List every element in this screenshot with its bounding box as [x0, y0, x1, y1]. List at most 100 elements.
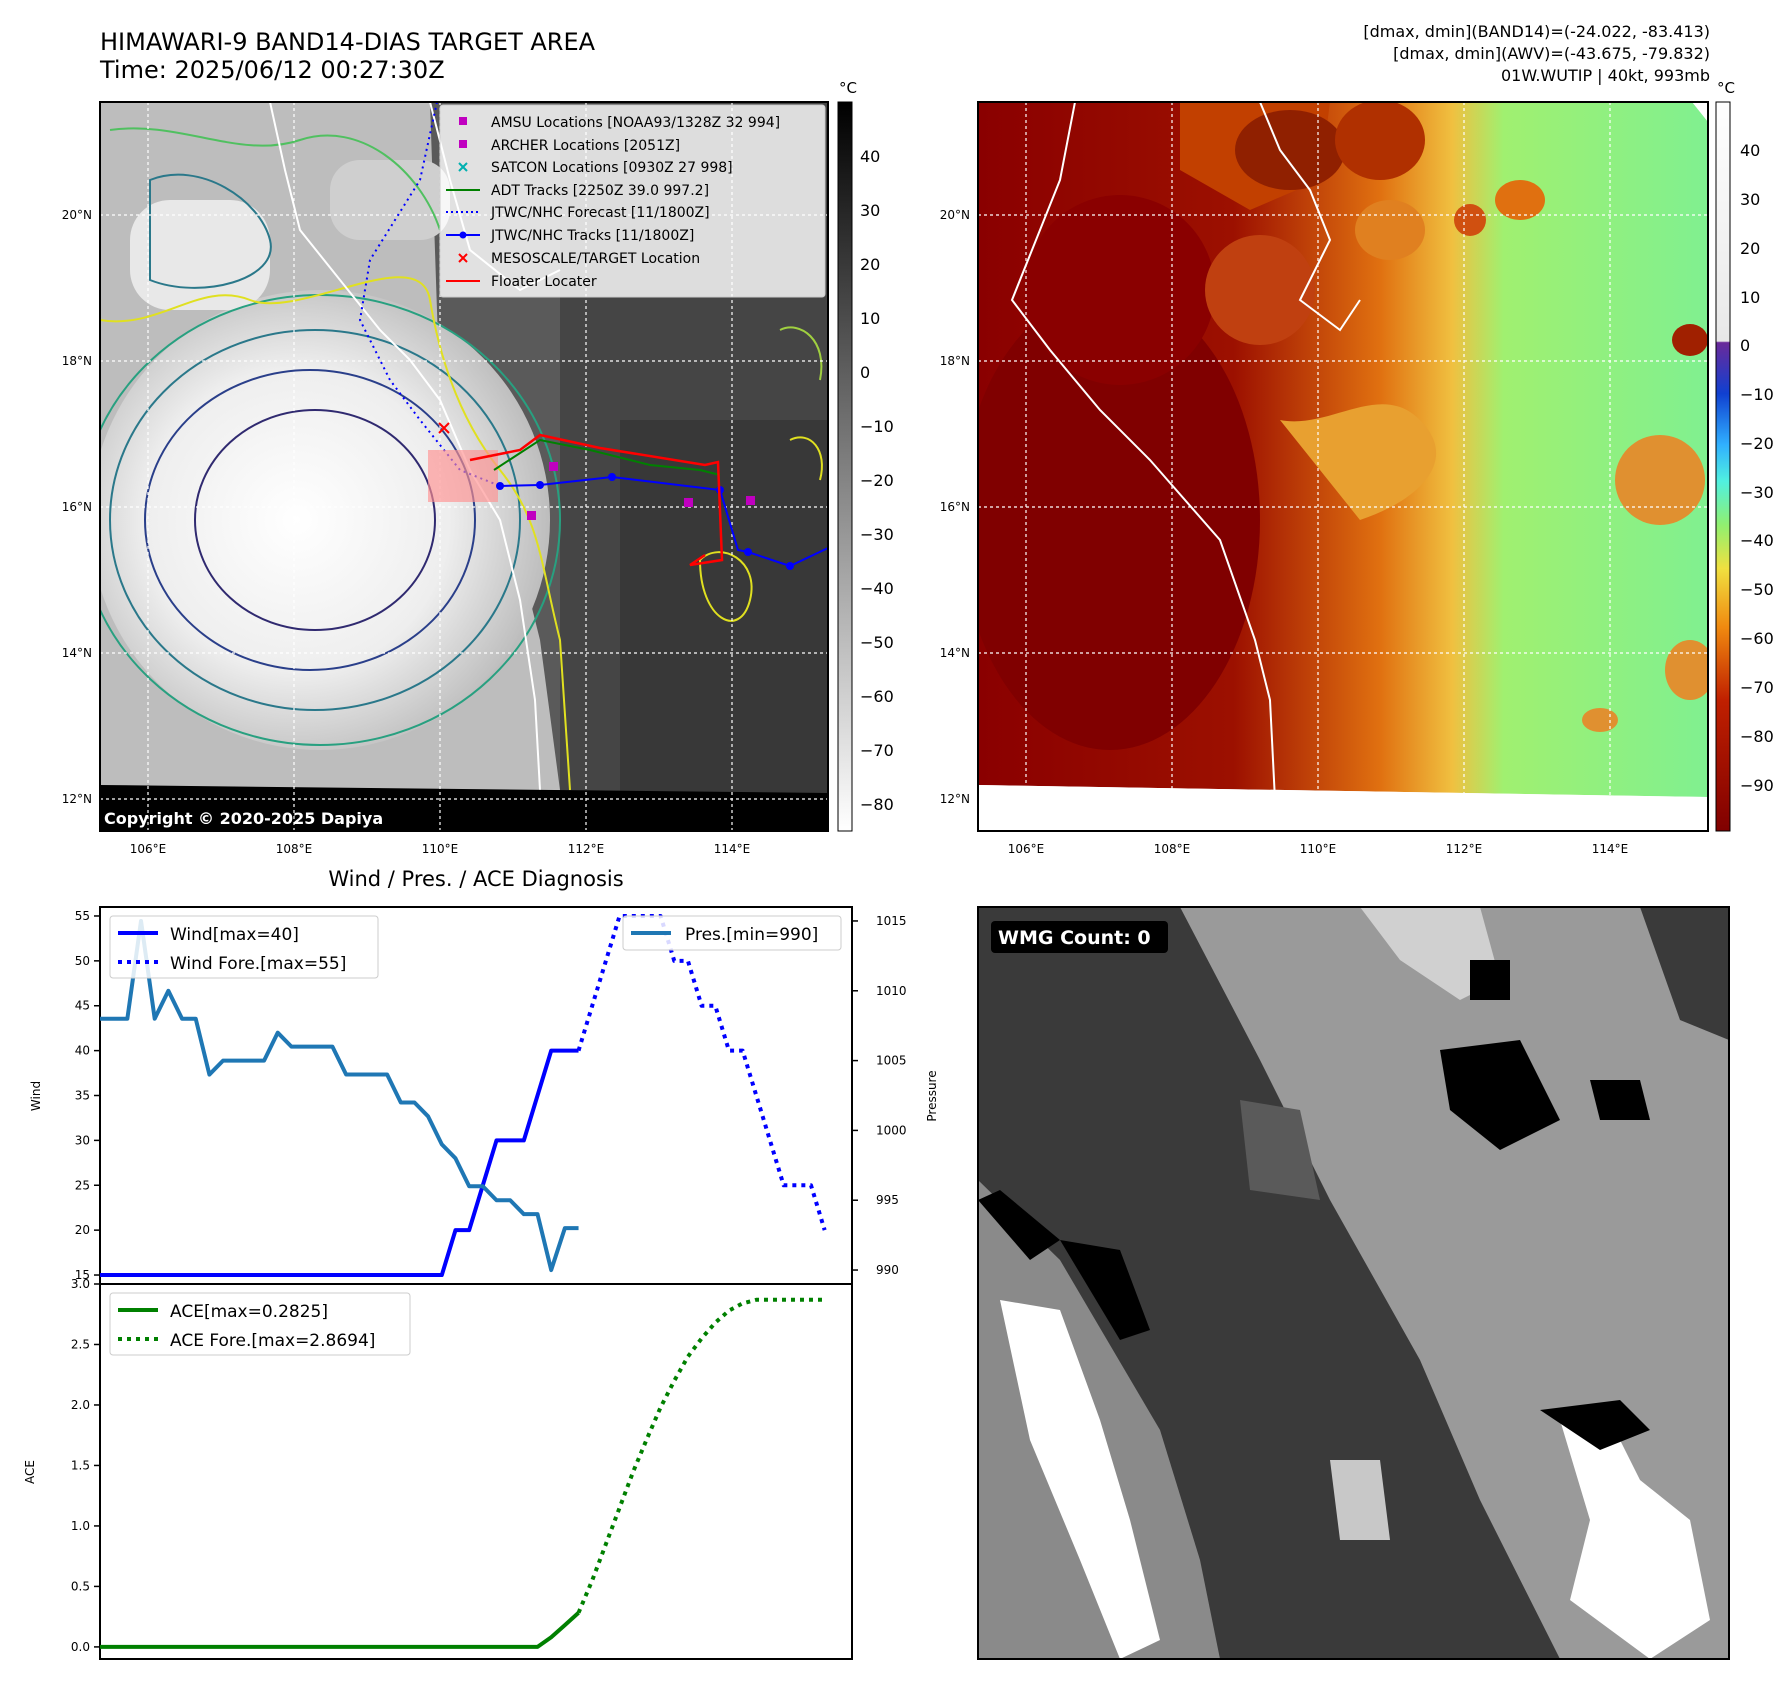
wind-tick-label: 15 — [75, 1268, 90, 1282]
legend-archer: ARCHER Locations [2051Z] — [491, 138, 680, 154]
pressure-line — [100, 918, 579, 1273]
wv-cb-tick: 30 — [1740, 190, 1760, 209]
legend-ace: ACE[max=0.2825] — [170, 1302, 328, 1322]
ir-cb-tick: 40 — [860, 147, 880, 166]
ir-cb-tick: 10 — [860, 309, 880, 328]
wv-cb-tick: 10 — [1740, 288, 1760, 307]
ir-lat-20: 20°N — [62, 208, 92, 222]
ir-map: Copyright © 2020-2025 Dapiya — [100, 102, 828, 831]
ir-lat-12: 12°N — [62, 792, 92, 806]
ace-chart: 0.0 0.5 1.0 1.5 2.0 2.5 3.0 ACE ACE[max=0.2825… — [23, 1277, 853, 1660]
diagnosis-title: Wind / Pres. / ACE Diagnosis — [328, 867, 623, 891]
info-band14: [dmax, dmin](BAND14)=(-24.022, -83.413) — [1363, 22, 1710, 41]
wind-tick-label: 50 — [75, 954, 90, 968]
wv-cb-tick: −80 — [1740, 727, 1774, 746]
wind-tick-label: 30 — [75, 1133, 90, 1147]
wv-lon-106: 106°E — [1008, 842, 1045, 856]
wind-tick-label: 35 — [75, 1089, 90, 1103]
ir-lon-108: 108°E — [276, 842, 313, 856]
wv-cb-tick: 0 — [1740, 336, 1750, 355]
wind-axis-label: Wind — [29, 1081, 43, 1111]
ace-tick-label: 1.0 — [71, 1519, 90, 1533]
pressure-axis-label: Pressure — [925, 1070, 939, 1121]
ir-cb-tick: −20 — [860, 471, 894, 490]
wv-lon-114: 114°E — [1592, 842, 1629, 856]
wind-line — [100, 1048, 579, 1278]
wv-cb-tick: −60 — [1740, 629, 1774, 648]
ir-lon-110: 110°E — [422, 842, 459, 856]
wv-cb-tick: −40 — [1740, 531, 1774, 550]
legend-jtwc-forecast: JTWC/NHC Forecast [11/1800Z] — [490, 205, 710, 221]
ir-colorbar: °C 40 30 20 10 0 −10 −20 −30 −40 −50 −60… — [837, 79, 894, 832]
legend-adt: ADT Tracks [2250Z 39.0 997.2] — [491, 183, 709, 199]
copyright-text: Copyright © 2020-2025 Dapiya — [104, 809, 383, 828]
wind-tick-label: 40 — [75, 1044, 90, 1058]
wv-cb-tick: −50 — [1740, 580, 1774, 599]
wv-colorbar-unit: °C — [1717, 79, 1735, 97]
wind-forecast-line — [576, 913, 827, 1231]
wv-cb-tick: −10 — [1740, 385, 1774, 404]
wv-cb-tick: −30 — [1740, 483, 1774, 502]
wind-pressure-chart: 15 20 25 30 35 40 45 50 55 990 995 1000 1005 1010 101… — [29, 906, 939, 1285]
ir-cb-tick: 20 — [860, 255, 880, 274]
ir-cb-tick: −60 — [860, 687, 894, 706]
ace-tick-label: 2.0 — [71, 1398, 90, 1412]
ace-forecast-line — [576, 1297, 825, 1614]
wind-tick-label: 45 — [75, 999, 90, 1013]
ir-cb-tick: −30 — [860, 525, 894, 544]
ir-cb-tick: −80 — [860, 795, 894, 814]
ir-cb-tick: 0 — [860, 363, 870, 382]
ir-cb-tick: −10 — [860, 417, 894, 436]
legend-floater: Floater Locater — [491, 274, 597, 290]
wv-lat-16: 16°N — [940, 500, 970, 514]
wv-cb-tick: 40 — [1740, 141, 1760, 160]
wv-lat-18: 18°N — [940, 354, 970, 368]
wv-lon-110: 110°E — [1300, 842, 1337, 856]
ir-lat-16: 16°N — [62, 500, 92, 514]
ace-axis-label: ACE — [23, 1460, 37, 1484]
ir-lon-106: 106°E — [130, 842, 167, 856]
pressure-tick-label: 1000 — [876, 1123, 907, 1137]
ir-cb-tick: −50 — [860, 633, 894, 652]
wv-lon-108: 108°E — [1154, 842, 1191, 856]
pressure-tick-label: 1010 — [876, 984, 907, 998]
legend-pressure: Pres.[min=990] — [685, 925, 818, 945]
ace-line — [100, 1611, 580, 1649]
pressure-tick-label: 1015 — [876, 914, 907, 928]
wmg-panel: WMG Count: 0 — [978, 907, 1729, 1659]
wv-lat-20: 20°N — [940, 208, 970, 222]
ace-tick-label: 0.0 — [71, 1640, 90, 1654]
ace-tick-label: 0.5 — [71, 1579, 90, 1593]
wv-map — [978, 102, 1708, 831]
legend-amsu: AMSU Locations [NOAA93/1328Z 32 994] — [491, 115, 780, 131]
wv-cb-tick: −90 — [1740, 776, 1774, 795]
wmg-count-label: WMG Count: 0 — [998, 927, 1151, 949]
figure-title: HIMAWARI-9 BAND14-DIAS TARGET AREA — [100, 28, 596, 56]
ir-colorbar-unit: °C — [839, 79, 857, 97]
pressure-tick-label: 1005 — [876, 1054, 907, 1068]
ir-cb-tick: −40 — [860, 579, 894, 598]
legend-satcon: SATCON Locations [0930Z 27 998] — [491, 160, 733, 176]
ace-tick-label: 1.5 — [71, 1458, 90, 1472]
wv-cb-tick: 20 — [1740, 239, 1760, 258]
wind-tick-label: 25 — [75, 1178, 90, 1192]
legend-wind: Wind[max=40] — [170, 925, 299, 945]
legend-mesoscale: MESOSCALE/TARGET Location — [491, 251, 700, 267]
wv-colorbar: °C 40 30 20 10 0 −10 −20 −30 −40 −50 −60… — [1715, 79, 1774, 832]
ir-lat-18: 18°N — [62, 354, 92, 368]
ir-lon-112: 112°E — [568, 842, 605, 856]
pressure-tick-label: 995 — [876, 1193, 899, 1207]
info-awv: [dmax, dmin](AWV)=(-43.675, -79.832) — [1393, 44, 1710, 63]
pressure-tick-label: 990 — [876, 1263, 899, 1277]
legend-ace-fore: ACE Fore.[max=2.8694] — [170, 1331, 375, 1351]
wv-cb-tick: −70 — [1740, 678, 1774, 697]
ace-tick-label: 2.5 — [71, 1337, 90, 1351]
legend-wind-fore: Wind Fore.[max=55] — [170, 954, 346, 974]
wind-tick-label: 55 — [75, 909, 90, 923]
wv-cb-tick: −20 — [1740, 434, 1774, 453]
wind-tick-label: 20 — [75, 1223, 90, 1237]
ir-cb-tick: 30 — [860, 201, 880, 220]
ace-tick-label: 3.0 — [71, 1277, 90, 1291]
info-storm: 01W.WUTIP | 40kt, 993mb — [1500, 66, 1710, 85]
ir-lat-14: 14°N — [62, 646, 92, 660]
